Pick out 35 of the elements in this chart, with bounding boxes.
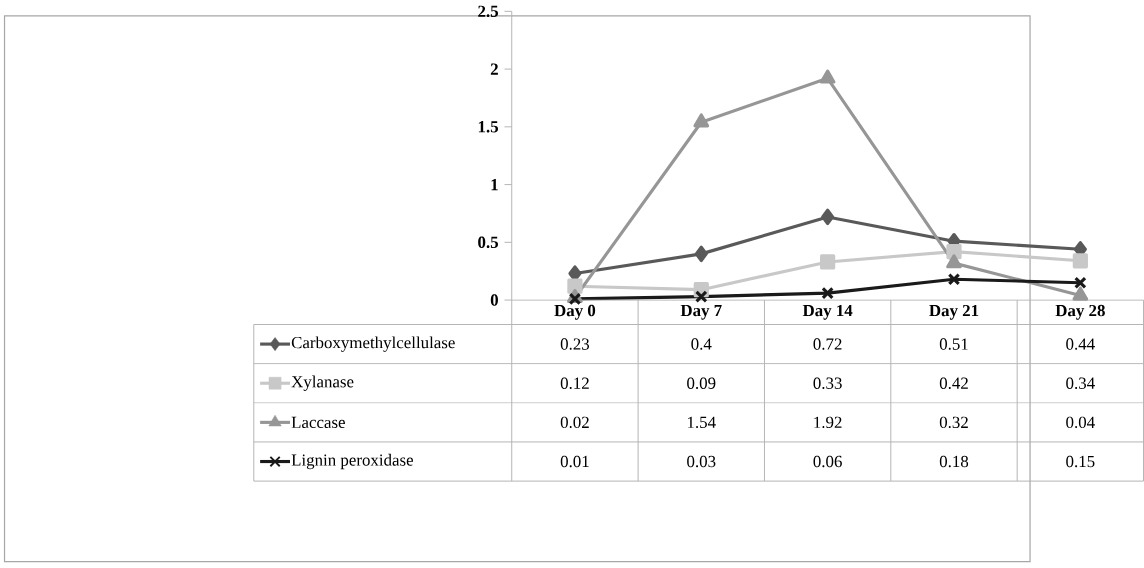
data-label: 0.12	[560, 377, 589, 389]
x-tick-label: Day 0	[554, 304, 596, 320]
data-label: 0.33	[813, 377, 842, 389]
y-tick-label: 2.5	[478, 5, 499, 18]
data-label: 0.51	[939, 338, 968, 350]
data-label: 0.72	[813, 338, 842, 350]
y-tick-label: 0	[490, 294, 498, 306]
x-tick-label: Day 28	[1055, 304, 1105, 320]
data-label: 0.09	[687, 377, 716, 389]
data-label: 1.54	[687, 416, 716, 429]
data-label: 1.92	[814, 416, 842, 429]
data-label: 0.06	[813, 455, 842, 468]
x-tick-label: Day 14	[802, 304, 853, 320]
data-label: 0.18	[939, 455, 969, 468]
data-label: 0.02	[560, 416, 589, 429]
legend-label: Carboxymethylcellulase	[291, 336, 455, 352]
data-label: 0.42	[939, 377, 968, 389]
data-label: 0.23	[560, 338, 590, 350]
y-tick-label: 1.5	[478, 121, 499, 133]
data-label: 0.44	[1066, 338, 1095, 350]
y-tick-label: 0.5	[478, 236, 499, 249]
data-label: 0.04	[1066, 416, 1095, 429]
x-tick-label: Day 7	[680, 304, 722, 320]
y-tick-label: 2	[490, 63, 498, 75]
data-label: 0.03	[687, 455, 716, 468]
legend-label: Xylanase	[291, 375, 354, 391]
data-label: 0.34	[1066, 377, 1095, 389]
legend-label: Laccase	[291, 416, 345, 428]
x-tick-label: Day 21	[929, 304, 979, 320]
data-label: 0.4	[691, 338, 712, 350]
legend-label: Lignin peroxidase	[291, 453, 413, 470]
data-label: 0.15	[1066, 455, 1095, 468]
data-label: 0.32	[939, 416, 968, 429]
y-tick-label: 1	[491, 178, 498, 191]
data-label: 0.01	[560, 455, 589, 468]
